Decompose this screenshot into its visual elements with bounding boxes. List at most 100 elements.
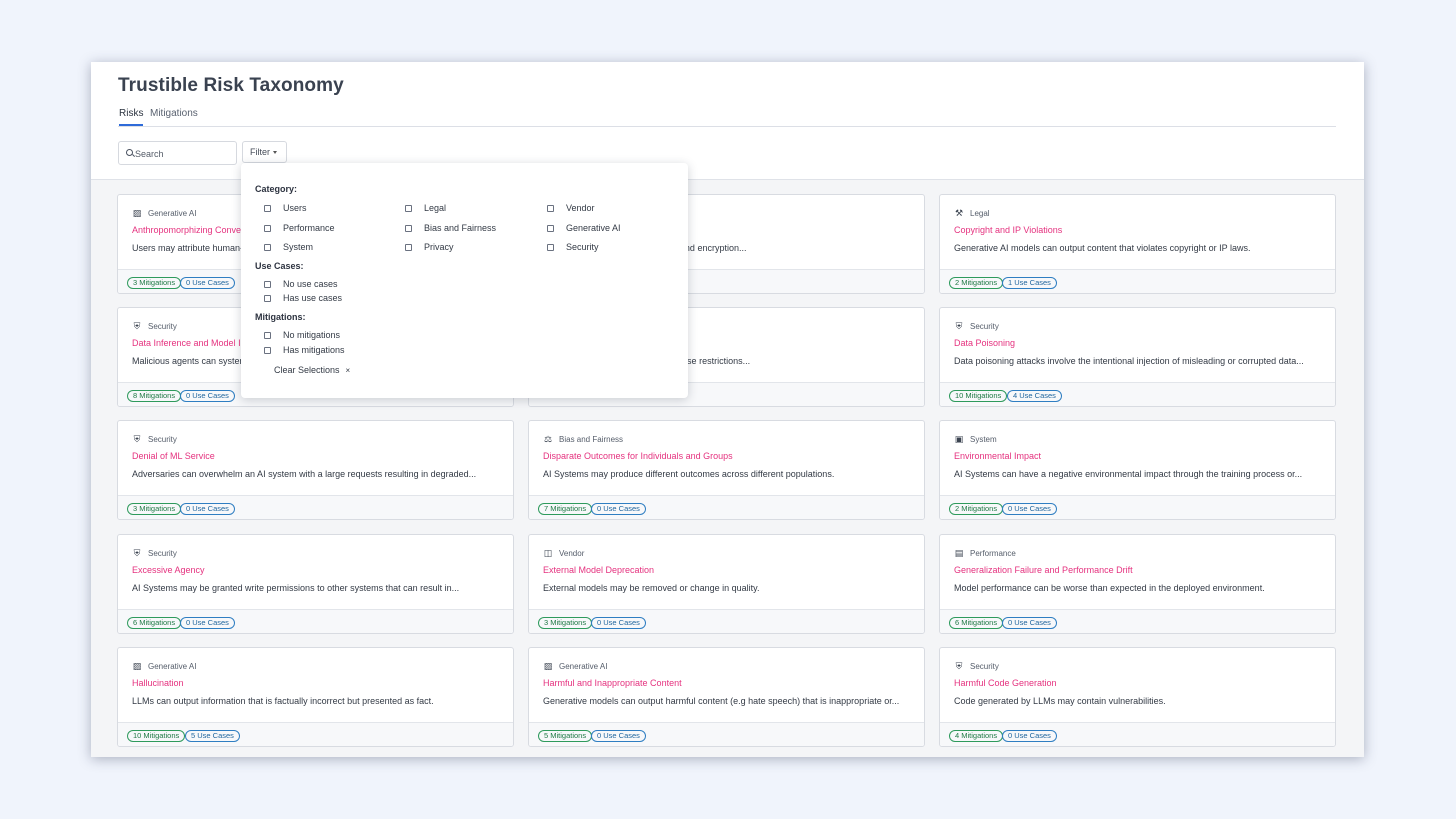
- use-cases-badge[interactable]: 1 Use Cases: [1002, 277, 1057, 289]
- category-label: System: [970, 434, 997, 444]
- risk-card[interactable]: ▨ Generative AI Harmful and Inappropriate …: [528, 647, 925, 747]
- risk-card[interactable]: ⛨ Security Denial of ML Service Adversaries…: [117, 420, 514, 520]
- use-case-option-has[interactable]: Has use cases: [264, 293, 342, 303]
- category-option-users[interactable]: Users: [264, 203, 307, 213]
- category-option-privacy[interactable]: Privacy: [405, 242, 454, 252]
- use-cases-badge[interactable]: 0 Use Cases: [591, 730, 646, 742]
- checkbox[interactable]: [547, 204, 554, 212]
- mitigations-badge[interactable]: 2 Mitigations: [949, 277, 1004, 289]
- risk-title-link[interactable]: Disparate Outcomes for Individuals and G…: [543, 451, 733, 461]
- filter-button[interactable]: Filter: [242, 141, 287, 163]
- mitigation-option-has[interactable]: Has mitigations: [264, 345, 345, 355]
- filter-button-label: Filter: [250, 147, 270, 157]
- filter-dropdown: Category: Users Performance System Legal…: [241, 163, 688, 398]
- use-cases-badge[interactable]: 0 Use Cases: [1002, 730, 1057, 742]
- risk-title-link[interactable]: Data Poisoning: [954, 338, 1016, 348]
- category-option-vendor[interactable]: Vendor: [547, 203, 595, 213]
- checkbox[interactable]: [264, 346, 271, 354]
- category-label: Security: [970, 321, 999, 331]
- risk-title-link[interactable]: Data Inference and Model In: [132, 338, 246, 348]
- checkbox[interactable]: [405, 204, 412, 212]
- card-footer: 2 Mitigations 0 Use Cases: [940, 495, 1335, 519]
- category-option-legal[interactable]: Legal: [405, 203, 446, 213]
- use-cases-badge[interactable]: 4 Use Cases: [1007, 390, 1062, 402]
- mitigations-badge[interactable]: 3 Mitigations: [538, 617, 593, 629]
- mitigation-option-none[interactable]: No mitigations: [264, 330, 340, 340]
- use-cases-badge[interactable]: 0 Use Cases: [591, 503, 646, 515]
- checkbox[interactable]: [547, 243, 554, 251]
- search-input[interactable]: [135, 146, 233, 161]
- risk-title-link[interactable]: Harmful and Inappropriate Content: [543, 678, 682, 688]
- risk-card[interactable]: ⛨ Security Excessive Agency AI Systems may …: [117, 534, 514, 634]
- category-option-system[interactable]: System: [264, 242, 313, 252]
- use-cases-badge[interactable]: 0 Use Cases: [180, 390, 235, 402]
- mitigations-badge[interactable]: 6 Mitigations: [949, 617, 1004, 629]
- risk-title-link[interactable]: Denial of ML Service: [132, 451, 215, 461]
- category-option-bias-fairness[interactable]: Bias and Fairness: [405, 223, 496, 233]
- category-option-security[interactable]: Security: [547, 242, 599, 252]
- risk-title-link[interactable]: Excessive Agency: [132, 565, 205, 575]
- mitigations-badge[interactable]: 6 Mitigations: [127, 617, 182, 629]
- card-category: ▨ Generative AI: [543, 661, 608, 671]
- risk-description: AI Systems can have a negative environme…: [954, 469, 1303, 479]
- clear-selections-button[interactable]: Clear Selections ×: [274, 365, 350, 375]
- risk-card[interactable]: ◫ Vendor External Model Deprecation Externa…: [528, 534, 925, 634]
- use-cases-badge[interactable]: 0 Use Cases: [1002, 503, 1057, 515]
- risk-title-link[interactable]: External Model Deprecation: [543, 565, 655, 575]
- checkbox[interactable]: [547, 224, 554, 232]
- tab-mitigations[interactable]: Mitigations: [150, 108, 198, 119]
- checkbox[interactable]: [264, 294, 271, 302]
- risk-title-link[interactable]: Hallucination: [132, 678, 184, 688]
- search-box[interactable]: [118, 141, 237, 165]
- checkbox[interactable]: [264, 280, 271, 288]
- risk-description: AI Systems may be granted write permissi…: [132, 583, 460, 593]
- risk-title-link[interactable]: Environmental Impact: [954, 451, 1042, 461]
- checkbox[interactable]: [405, 243, 412, 251]
- risk-title-link[interactable]: Anthropomorphizing Conve: [132, 225, 242, 235]
- mitigations-badge[interactable]: 2 Mitigations: [949, 503, 1004, 515]
- category-option-performance[interactable]: Performance: [264, 223, 335, 233]
- risk-card[interactable]: ⚒ Legal Copyright and IP Violations Generat…: [939, 194, 1336, 294]
- risk-card[interactable]: ⛨ Security Harmful Code Generation Code gen…: [939, 647, 1336, 747]
- risk-card[interactable]: ▤ Performance Generalization Failure and P…: [939, 534, 1336, 634]
- category-label: Security: [148, 548, 177, 558]
- card-category: ▨ Generative AI: [132, 208, 197, 218]
- checkbox[interactable]: [264, 331, 271, 339]
- checkbox[interactable]: [405, 224, 412, 232]
- risk-title-link[interactable]: Copyright and IP Violations: [954, 225, 1063, 235]
- card-footer: 10 Mitigations 5 Use Cases: [118, 722, 513, 746]
- card-category: ▣ System: [954, 434, 997, 444]
- mitigations-badge[interactable]: 10 Mitigations: [127, 730, 186, 742]
- checkbox[interactable]: [264, 243, 271, 251]
- risk-title-link[interactable]: Generalization Failure and Performance D…: [954, 565, 1133, 575]
- use-cases-badge[interactable]: 0 Use Cases: [180, 617, 235, 629]
- use-cases-badge[interactable]: 0 Use Cases: [180, 277, 235, 289]
- mitigations-label: Mitigations:: [255, 312, 306, 322]
- use-cases-badge[interactable]: 5 Use Cases: [185, 730, 240, 742]
- mitigations-badge[interactable]: 7 Mitigations: [538, 503, 593, 515]
- mitigations-badge[interactable]: 8 Mitigations: [127, 390, 182, 402]
- category-option-generative-ai[interactable]: Generative AI: [547, 223, 621, 233]
- risk-card[interactable]: ▨ Generative AI Hallucination LLMs can outp…: [117, 647, 514, 747]
- mitigations-badge[interactable]: 3 Mitigations: [127, 503, 182, 515]
- mitigations-badge[interactable]: 4 Mitigations: [949, 730, 1004, 742]
- checkbox[interactable]: [264, 204, 271, 212]
- page-header: Trustible Risk Taxonomy Risks Mitigation…: [91, 62, 1364, 180]
- use-cases-badge[interactable]: 0 Use Cases: [1002, 617, 1057, 629]
- card-footer: 6 Mitigations 0 Use Cases: [118, 609, 513, 633]
- risk-description: AI Systems may produce different outcome…: [543, 469, 835, 479]
- risk-title-link[interactable]: Harmful Code Generation: [954, 678, 1057, 688]
- mitigations-badge[interactable]: 3 Mitigations: [127, 277, 182, 289]
- risk-card[interactable]: ⛨ Security Data Poisoning Data poisoning at…: [939, 307, 1336, 407]
- mitigations-badge[interactable]: 10 Mitigations: [949, 390, 1008, 402]
- use-cases-badge[interactable]: 0 Use Cases: [180, 503, 235, 515]
- risk-card[interactable]: ⚖ Bias and Fairness Disparate Outcomes for…: [528, 420, 925, 520]
- use-case-option-none[interactable]: No use cases: [264, 279, 338, 289]
- tab-risks[interactable]: Risks: [119, 108, 144, 126]
- option-label: No use cases: [283, 279, 338, 289]
- option-label: System: [283, 242, 314, 252]
- checkbox[interactable]: [264, 224, 271, 232]
- mitigations-badge[interactable]: 5 Mitigations: [538, 730, 593, 742]
- risk-card[interactable]: ▣ System Environmental Impact AI Systems ca…: [939, 420, 1336, 520]
- use-cases-badge[interactable]: 0 Use Cases: [591, 617, 646, 629]
